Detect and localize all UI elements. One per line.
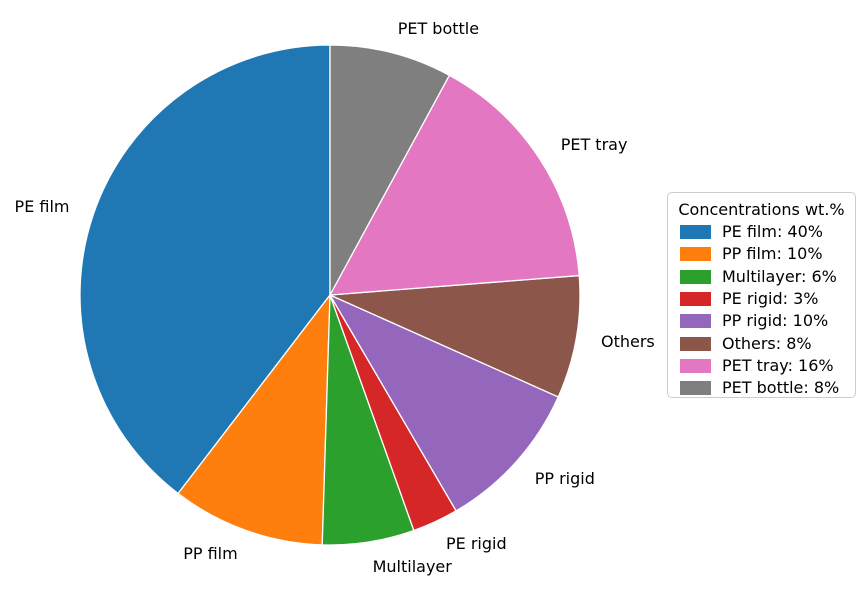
slice-label: Others (601, 331, 655, 351)
legend-swatch (680, 336, 711, 351)
slice-label: PET tray (560, 135, 628, 155)
legend-label: PE rigid: 3% (722, 289, 819, 309)
legend-swatch (680, 358, 711, 373)
legend-label: Multilayer: 6% (722, 266, 837, 286)
legend-label: PET tray: 16% (722, 355, 834, 375)
legend-label: PP film: 10% (722, 244, 823, 264)
legend-row: PET tray: 16% (668, 355, 855, 377)
pie-slice-pp-rigid (329, 294, 559, 512)
legend-rows: PE film: 40% PP film: 10% Multilayer: 6% PE… (668, 221, 855, 399)
slice-label: PP rigid (534, 468, 595, 488)
legend-row: PET bottle: 8% (668, 377, 855, 399)
pie-slice-others (329, 274, 581, 398)
legend-row: PE rigid: 3% (668, 288, 855, 310)
legend-label: PET bottle: 8% (722, 378, 840, 398)
legend-row: PP film: 10% (668, 243, 855, 265)
pie-slice-pet-tray (329, 74, 580, 296)
legend-swatch (680, 292, 711, 307)
slice-label: PP film (183, 544, 238, 564)
legend-swatch (680, 381, 711, 396)
legend-row: Others: 8% (668, 332, 855, 354)
legend-label: Others: 8% (722, 333, 812, 353)
legend-row: PP rigid: 10% (668, 310, 855, 332)
legend-row: Multilayer: 6% (668, 266, 855, 288)
pie-slice-pet-bottle (329, 44, 450, 296)
pie-slice-pp-film (177, 294, 331, 546)
legend-swatch (680, 225, 711, 240)
legend-row: PE film: 40% (668, 221, 855, 243)
legend-swatch (680, 269, 711, 284)
legend-swatch (680, 247, 711, 262)
legend-label: PE film: 40% (722, 222, 823, 242)
legend-title: Concentrations wt.% (678, 200, 845, 219)
slice-label: Multilayer (372, 556, 452, 576)
legend-swatch (680, 314, 711, 329)
slice-label: PE rigid (446, 534, 507, 554)
legend-label: PP rigid: 10% (722, 311, 829, 331)
pie-slice-pe-film (79, 44, 331, 495)
slice-label: PET bottle (397, 18, 480, 38)
slice-label: PE film (14, 196, 70, 216)
legend: Concentrations wt.% PE film: 40% PP film:… (667, 192, 856, 398)
